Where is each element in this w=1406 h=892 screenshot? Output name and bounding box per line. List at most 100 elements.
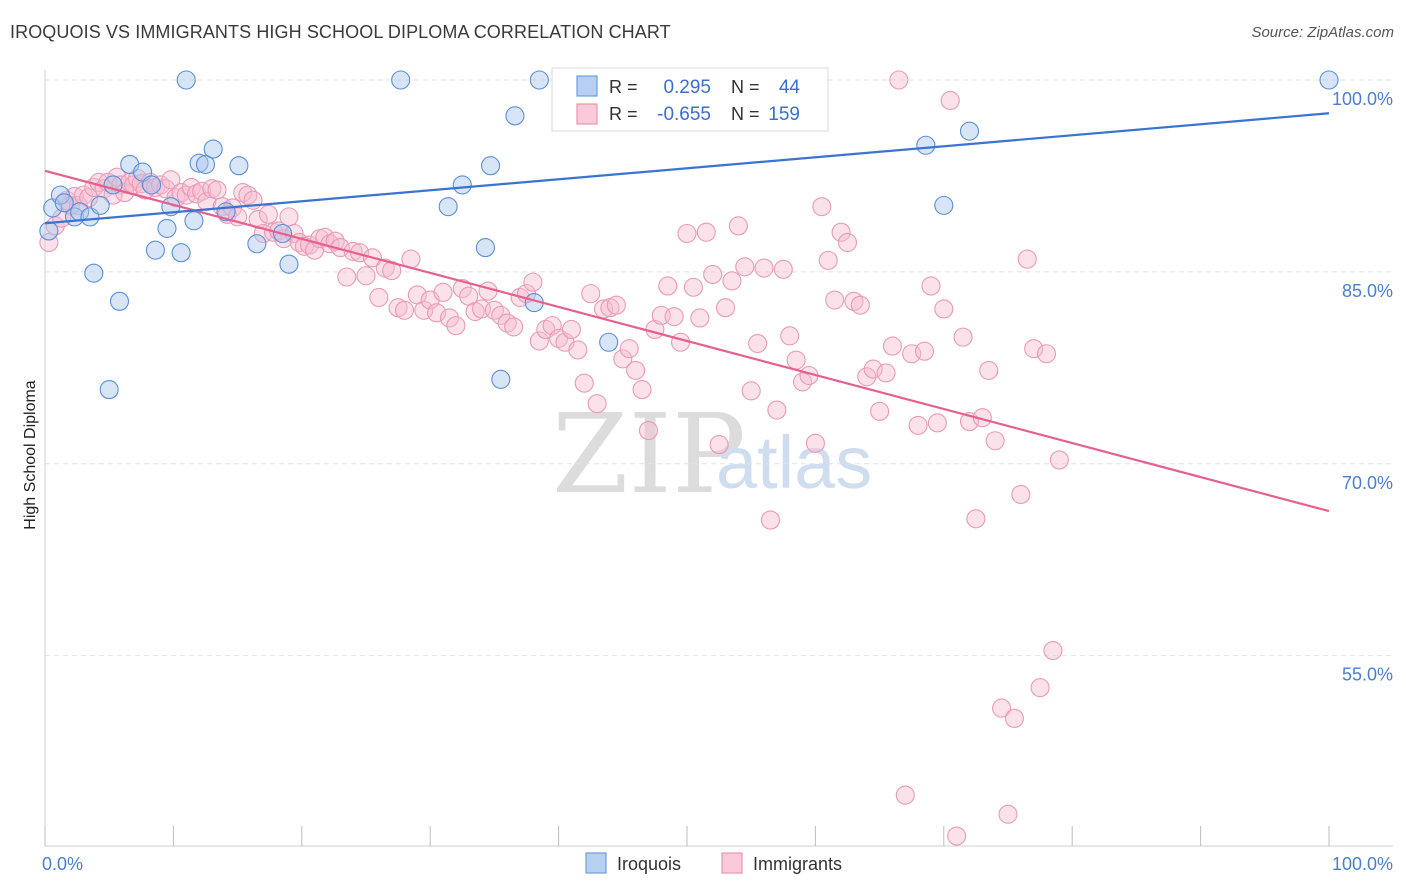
immigrants-point bbox=[908, 415, 928, 435]
y-tick-label: 55.0% bbox=[1342, 665, 1393, 685]
iroquois-point bbox=[599, 332, 619, 352]
immigrants-point bbox=[1049, 450, 1069, 470]
immigrants-trend-line bbox=[44, 169, 1330, 513]
immigrants-point bbox=[504, 317, 524, 337]
iroquois-point bbox=[391, 70, 411, 90]
x-tick-label-min: 0.0% bbox=[42, 854, 83, 874]
x-tick-label-max: 100.0% bbox=[1332, 854, 1393, 874]
immigrants-point bbox=[947, 826, 967, 846]
immigrants-point bbox=[966, 509, 986, 529]
iroquois-point bbox=[505, 106, 525, 126]
iroquois-point bbox=[1319, 70, 1339, 90]
immigrants-point bbox=[992, 698, 1012, 718]
immigrants-point bbox=[934, 299, 954, 319]
y-tick-label: 70.0% bbox=[1342, 473, 1393, 493]
immigrants-point bbox=[258, 204, 278, 224]
immigrants-point bbox=[1030, 678, 1050, 698]
legend-swatch-immigrants bbox=[576, 103, 598, 125]
immigrants-point bbox=[818, 250, 838, 270]
chart-title: IROQUOIS VS IMMIGRANTS HIGH SCHOOL DIPLO… bbox=[10, 22, 671, 42]
x-axis-ticks bbox=[44, 826, 1330, 846]
immigrants-point bbox=[735, 257, 755, 277]
trend-lines bbox=[44, 112, 1330, 513]
watermark-atlas: atlas bbox=[716, 421, 872, 504]
iroquois-point bbox=[916, 135, 936, 155]
immigrants-point bbox=[767, 400, 787, 420]
immigrants-point bbox=[207, 180, 227, 200]
immigrants-point bbox=[671, 332, 691, 352]
legend-n-label-2: N = bbox=[731, 104, 760, 124]
immigrants-point bbox=[369, 287, 389, 308]
immigrants-point bbox=[754, 258, 774, 278]
immigrants-point bbox=[709, 435, 729, 455]
immigrants-point bbox=[773, 259, 793, 279]
bottom-legend-swatch-immigrants bbox=[721, 852, 743, 874]
immigrants-point bbox=[79, 188, 99, 208]
source-label: Source: ZipAtlas.com bbox=[1251, 24, 1394, 41]
immigrants-point bbox=[484, 300, 504, 320]
iroquois-point bbox=[99, 380, 119, 400]
immigrants-point bbox=[677, 223, 697, 244]
immigrants-point bbox=[953, 327, 973, 347]
immigrants-point bbox=[394, 300, 415, 320]
legend-swatch-iroquois bbox=[576, 75, 598, 97]
iroquois-trend-line bbox=[44, 112, 1330, 225]
immigrants-point bbox=[356, 266, 376, 286]
legend-r-label-2: R = bbox=[609, 104, 638, 124]
immigrants-point bbox=[722, 271, 742, 291]
iroquois-point bbox=[84, 263, 104, 283]
immigrants-point bbox=[233, 183, 253, 203]
immigrants-point bbox=[433, 282, 453, 302]
immigrants-point bbox=[1004, 708, 1024, 728]
iroquois-point bbox=[480, 156, 501, 176]
legend-r-label-1: R = bbox=[609, 77, 638, 97]
iroquois-point bbox=[247, 234, 267, 254]
immigrants-point bbox=[831, 222, 851, 242]
immigrants-point bbox=[613, 349, 633, 369]
immigrants-point bbox=[715, 298, 736, 318]
iroquois-point bbox=[145, 240, 165, 260]
immigrants-point bbox=[863, 359, 883, 379]
immigrants-point bbox=[279, 207, 299, 227]
immigrants-point bbox=[1011, 484, 1031, 505]
immigrants-point bbox=[161, 170, 181, 190]
immigrants-point bbox=[238, 185, 258, 205]
immigrants-point bbox=[186, 184, 207, 204]
y-axis-label: High School Diploma bbox=[22, 380, 39, 530]
immigrants-point bbox=[658, 276, 678, 296]
iroquois-point bbox=[438, 197, 458, 217]
correlation-legend: R = 0.295 N = 44 R = -0.655 N = 159 bbox=[551, 67, 829, 132]
immigrants-point bbox=[780, 326, 800, 346]
iroquois-point bbox=[452, 175, 472, 195]
legend-n-label-1: N = bbox=[731, 77, 760, 97]
immigrants-point bbox=[857, 367, 877, 387]
immigrants-point bbox=[914, 341, 935, 361]
legend-n-value-immigrants: 159 bbox=[768, 104, 800, 125]
immigrants-point bbox=[68, 195, 88, 215]
iroquois-point bbox=[475, 238, 495, 258]
immigrants-point bbox=[786, 350, 806, 370]
immigrants-point bbox=[748, 333, 768, 354]
immigrants-point bbox=[895, 785, 915, 805]
watermark-zip: ZIP bbox=[552, 390, 746, 518]
bottom-legend-iroquois: Iroquois bbox=[617, 854, 681, 874]
immigrants-point bbox=[446, 316, 466, 336]
immigrants-point bbox=[427, 303, 447, 323]
immigrants-point bbox=[181, 177, 201, 198]
y-tick-label: 85.0% bbox=[1342, 281, 1393, 301]
immigrants-point bbox=[805, 433, 825, 453]
iroquois-point bbox=[184, 211, 204, 231]
immigrants-point bbox=[439, 308, 460, 328]
immigrants-point bbox=[870, 401, 890, 421]
bottom-legend-immigrants: Immigrants bbox=[753, 854, 842, 874]
iroquois-point bbox=[109, 291, 130, 311]
immigrants-point bbox=[876, 363, 896, 383]
immigrants-point bbox=[39, 232, 59, 253]
immigrants-point bbox=[825, 290, 845, 310]
immigrants-point bbox=[619, 339, 639, 359]
immigrants-point bbox=[1043, 640, 1063, 661]
y-axis-tick-labels: 100.0% 85.0% 70.0% 55.0% bbox=[1332, 89, 1393, 685]
immigrants-point bbox=[690, 308, 710, 328]
immigrants-point bbox=[940, 90, 960, 111]
immigrants-point bbox=[882, 336, 902, 356]
